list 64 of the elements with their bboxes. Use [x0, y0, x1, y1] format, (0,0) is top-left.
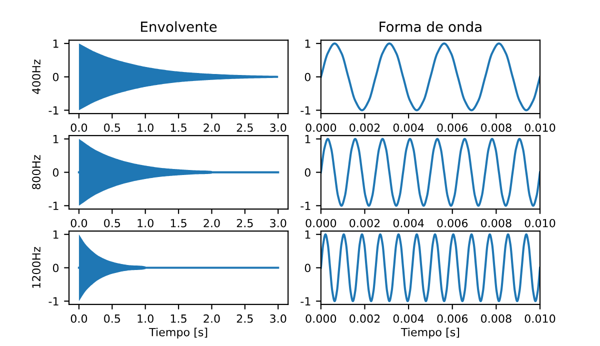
- x-tick-label: 0.5: [104, 123, 120, 132]
- x-tick-label: 0.010: [524, 123, 556, 132]
- y-tick-label: 0: [304, 264, 310, 272]
- x-tick-label: 0.0: [70, 314, 88, 323]
- x-axis-title: Tiempo [s]: [148, 328, 208, 338]
- x-tick-label: 0.002: [350, 314, 380, 323]
- y-tick-label: -1: [300, 106, 310, 114]
- x-tick-label: 1.5: [170, 124, 186, 132]
- y-tick-label: 0: [304, 72, 310, 82]
- x-tick-label: 0.006: [437, 218, 468, 228]
- y-tick-label: 1: [53, 40, 58, 48]
- x-tick-label: 1.0: [138, 314, 154, 323]
- x-tick-label: 2.5: [236, 123, 253, 132]
- y-tick-label: -1: [48, 106, 58, 114]
- x-tick-label: 0.5: [104, 218, 120, 228]
- chart-title: Forma de onda: [380, 21, 482, 32]
- y-tick-label: 1: [305, 40, 310, 48]
- x-tick-label: 0.006: [437, 314, 468, 323]
- y-tick-label: -1: [300, 297, 310, 306]
- y-tick-label: 1: [305, 230, 310, 239]
- x-tick-label: 1.0: [138, 218, 154, 228]
- x-tick-label: 0.010: [524, 218, 556, 228]
- y-axis-title: 800Hz: [32, 155, 40, 190]
- x-tick-label: 2.5: [236, 218, 253, 228]
- x-tick-label: 2.0: [204, 218, 220, 228]
- x-tick-label: 3.0: [270, 218, 286, 228]
- x-tick-label: 0.000: [306, 314, 336, 323]
- x-tick-label: 0.008: [481, 123, 512, 132]
- x-tick-label: 0.5: [104, 314, 120, 323]
- y-tick-label: 0: [52, 264, 59, 272]
- x-tick-label: 0.000: [306, 123, 336, 132]
- x-tick-label: 0.004: [393, 218, 424, 228]
- x-tick-label: 0.004: [393, 123, 424, 132]
- x-tick-label: 0.006: [437, 123, 468, 132]
- y-tick-label: 0: [52, 168, 59, 177]
- y-tick-label: 1: [53, 230, 58, 239]
- y-tick-label: 0: [52, 72, 59, 82]
- y-tick-label: 1: [305, 135, 310, 144]
- y-tick-label: -1: [48, 202, 58, 210]
- x-tick-label: 0.002: [350, 123, 380, 132]
- x-tick-label: 2.0: [204, 123, 220, 132]
- x-tick-label: 3.0: [270, 314, 286, 323]
- y-tick-label: -1: [48, 297, 58, 306]
- x-tick-label: 0.0: [70, 218, 88, 228]
- x-axis-title: Tiempo [s]: [400, 328, 460, 338]
- y-tick-label: 1: [53, 135, 58, 144]
- y-tick-label: -1: [300, 202, 310, 210]
- x-tick-label: 1.0: [138, 123, 154, 132]
- chart-title: Envolvente: [141, 21, 217, 32]
- x-tick-label: 0.008: [481, 218, 512, 228]
- x-tick-label: 0.0: [70, 123, 88, 132]
- x-tick-label: 0.002: [350, 218, 380, 228]
- x-tick-label: 0.004: [393, 314, 424, 323]
- x-tick-label: 2.0: [204, 314, 220, 323]
- x-tick-label: 0.010: [524, 314, 556, 323]
- x-tick-label: 1.5: [170, 314, 186, 323]
- y-tick-label: 0: [304, 168, 310, 177]
- x-tick-label: 1.5: [170, 219, 186, 228]
- y-axis-title: 400Hz: [32, 60, 40, 94]
- y-axis-title: 1200Hz: [32, 247, 40, 288]
- x-tick-label: 3.0: [270, 123, 286, 132]
- x-tick-label: 2.5: [236, 314, 253, 323]
- x-tick-label: 0.000: [306, 218, 336, 228]
- x-tick-label: 0.008: [481, 314, 512, 323]
